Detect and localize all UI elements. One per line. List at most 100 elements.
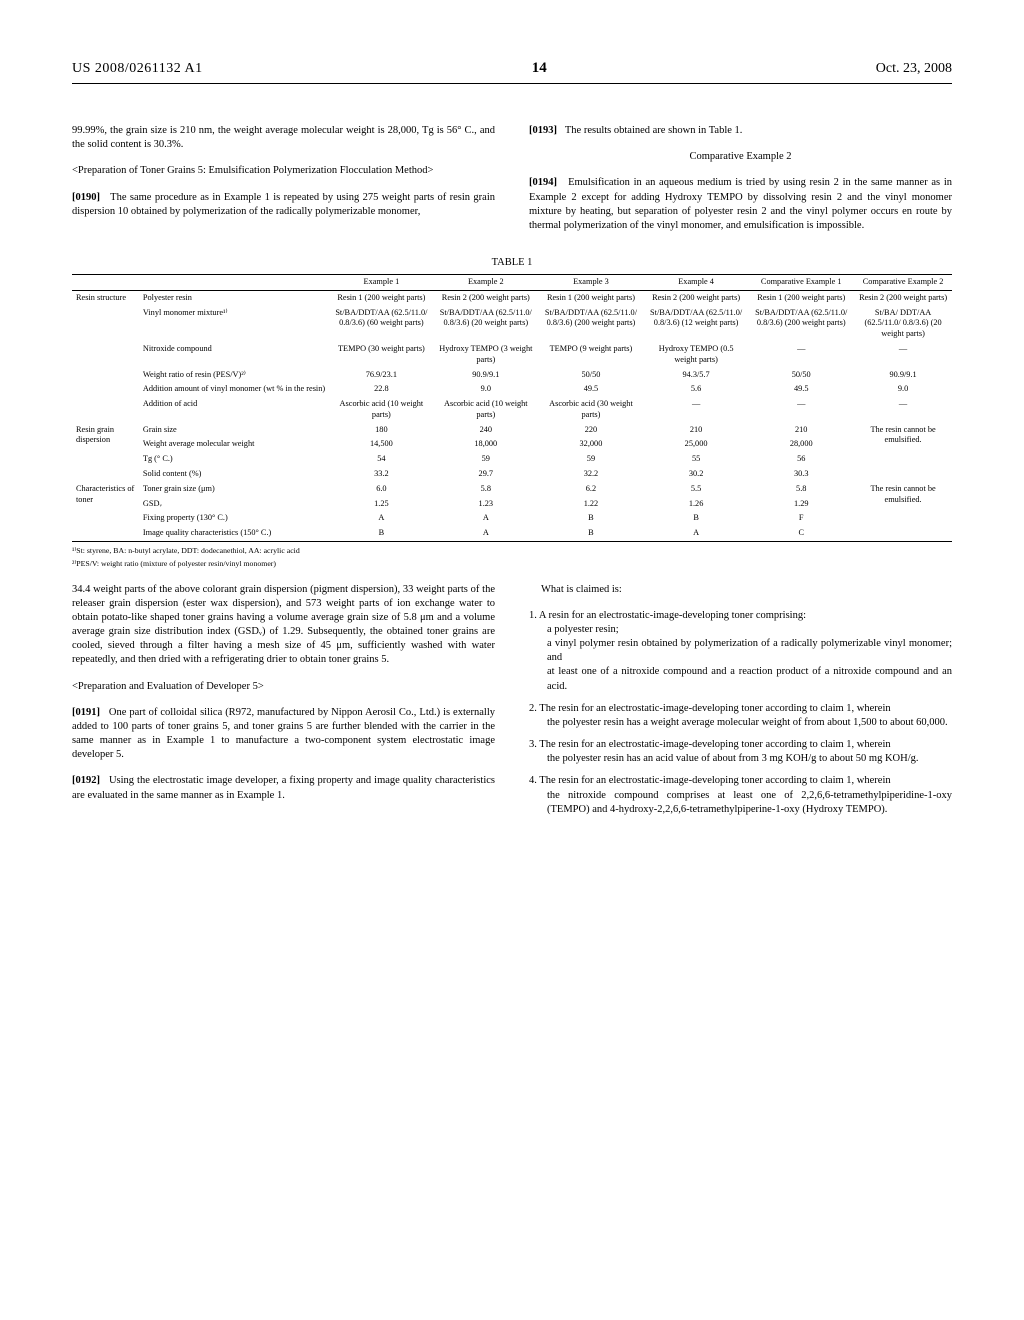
- cell: 1.22: [538, 497, 644, 512]
- cell: 210: [644, 423, 748, 438]
- cell: 54: [329, 452, 433, 467]
- row-label: Grain size: [139, 423, 329, 438]
- cell: B: [644, 511, 748, 526]
- cell: 9.0: [854, 382, 952, 397]
- lower-columns: 34.4 weight parts of the above colorant …: [72, 583, 952, 825]
- cell: 14,500: [329, 437, 433, 452]
- claim-4: 4. The resin for an electrostatic-image-…: [529, 774, 952, 817]
- cell: 59: [538, 452, 644, 467]
- cell: TEMPO (9 weight parts): [538, 342, 644, 368]
- cell: 90.9/9.1: [434, 368, 538, 383]
- cell: A: [434, 526, 538, 541]
- cell: B: [538, 526, 644, 541]
- cell: —: [854, 397, 952, 423]
- cell: 90.9/9.1: [854, 368, 952, 383]
- col-blank: [139, 275, 329, 291]
- cell: 49.5: [748, 382, 854, 397]
- left-column-lower: 34.4 weight parts of the above colorant …: [72, 583, 495, 825]
- claim-line: the polyester resin has a weight average…: [529, 716, 952, 730]
- cell: 30.2: [644, 467, 748, 482]
- cell: Resin 1 (200 weight parts): [329, 290, 433, 305]
- cell: St/BA/DDT/AA (62.5/11.0/ 0.8/3.6) (200 w…: [748, 306, 854, 342]
- para-text: Emulsification in an aqueous medium is t…: [529, 177, 952, 231]
- cell: 55: [644, 452, 748, 467]
- claim-line: a polyester resin;: [529, 623, 952, 637]
- left-column-upper: 99.99%, the grain size is 210 nm, the we…: [72, 124, 495, 245]
- para-text: One part of colloidal silica (R972, manu…: [72, 707, 495, 761]
- row-label: Vinyl monomer mixture¹⁾: [139, 306, 329, 342]
- row-label: Nitroxide compound: [139, 342, 329, 368]
- cell: A: [434, 511, 538, 526]
- table-footnote-2: ²⁾PES/V: weight ratio (mixture of polyes…: [72, 559, 952, 568]
- cell: 94.3/5.7: [644, 368, 748, 383]
- page-header: US 2008/0261132 A1 14 Oct. 23, 2008: [72, 60, 952, 84]
- right-column-upper: [0193] The results obtained are shown in…: [529, 124, 952, 245]
- col-header: Example 2: [434, 275, 538, 291]
- claims-intro: What is claimed is:: [529, 583, 952, 597]
- cell: 30.3: [748, 467, 854, 482]
- cell: Ascorbic acid (10 weight parts): [329, 397, 433, 423]
- claim-text: 3. The resin for an electrostatic-image-…: [529, 738, 952, 752]
- cell: 49.5: [538, 382, 644, 397]
- para-num: [0190]: [72, 192, 100, 203]
- cell: —: [644, 397, 748, 423]
- cell: 5.8: [434, 482, 538, 497]
- cell: 33.2: [329, 467, 433, 482]
- group-characteristics: Characteristics of toner: [72, 482, 139, 542]
- publication-number: US 2008/0261132 A1: [72, 61, 203, 77]
- col-header: Example 3: [538, 275, 644, 291]
- cell: The resin cannot be emulsified.: [854, 423, 952, 482]
- row-label: Tg (° C.): [139, 452, 329, 467]
- para-text: The results obtained are shown in Table …: [565, 125, 743, 136]
- para-after-table: 34.4 weight parts of the above colorant …: [72, 583, 495, 668]
- cell: 1.26: [644, 497, 748, 512]
- right-column-lower: What is claimed is: 1. A resin for an el…: [529, 583, 952, 825]
- cell: 32,000: [538, 437, 644, 452]
- cell: 56: [748, 452, 854, 467]
- cell: A: [329, 511, 433, 526]
- cell: 180: [329, 423, 433, 438]
- row-label: Addition of acid: [139, 397, 329, 423]
- cell: 6.0: [329, 482, 433, 497]
- claim-line: the nitroxide compound comprises at leas…: [529, 789, 952, 817]
- cell: St/BA/DDT/AA (62.5/11.0/ 0.8/3.6) (60 we…: [329, 306, 433, 342]
- para-0191: [0191] One part of colloidal silica (R97…: [72, 706, 495, 763]
- cell: St/BA/DDT/AA (62.5/11.0/ 0.8/3.6) (200 w…: [538, 306, 644, 342]
- cell: Resin 2 (200 weight parts): [854, 290, 952, 305]
- cell: 50/50: [748, 368, 854, 383]
- cell: 5.5: [644, 482, 748, 497]
- col-blank: [72, 275, 139, 291]
- claim-text: 2. The resin for an electrostatic-image-…: [529, 702, 952, 716]
- group-resin-structure: Resin structure: [72, 290, 139, 422]
- cell: The resin cannot be emulsified.: [854, 482, 952, 542]
- cell: Resin 2 (200 weight parts): [434, 290, 538, 305]
- cell: Resin 2 (200 weight parts): [644, 290, 748, 305]
- para-continuation: 99.99%, the grain size is 210 nm, the we…: [72, 124, 495, 152]
- claim-line: at least one of a nitroxide compound and…: [529, 665, 952, 693]
- claim-line: a vinyl polymer resin obtained by polyme…: [529, 637, 952, 665]
- col-header: Example 1: [329, 275, 433, 291]
- cell: 6.2: [538, 482, 644, 497]
- cell: 25,000: [644, 437, 748, 452]
- para-text: Using the electrostatic image developer,…: [72, 775, 495, 800]
- cell: 240: [434, 423, 538, 438]
- para-text: The same procedure as in Example 1 is re…: [72, 192, 495, 217]
- row-label: Solid content (%): [139, 467, 329, 482]
- data-table: Example 1 Example 2 Example 3 Example 4 …: [72, 274, 952, 542]
- row-label: Weight ratio of resin (PES/V)²⁾: [139, 368, 329, 383]
- cell: —: [748, 397, 854, 423]
- cell: Ascorbic acid (10 weight parts): [434, 397, 538, 423]
- comp-ex-2-title: Comparative Example 2: [529, 150, 952, 164]
- cell: 1.25: [329, 497, 433, 512]
- row-label: Image quality characteristics (150° C.): [139, 526, 329, 541]
- para-0194: [0194] Emulsification in an aqueous medi…: [529, 176, 952, 233]
- cell: 50/50: [538, 368, 644, 383]
- claim-line: the polyester resin has an acid value of…: [529, 752, 952, 766]
- page-number: 14: [532, 60, 547, 77]
- cell: B: [329, 526, 433, 541]
- claim-text: 1. A resin for an electrostatic-image-de…: [529, 609, 952, 623]
- table-title: TABLE 1: [72, 257, 952, 268]
- claim-1: 1. A resin for an electrostatic-image-de…: [529, 609, 952, 694]
- cell: C: [748, 526, 854, 541]
- para-num: [0193]: [529, 125, 557, 136]
